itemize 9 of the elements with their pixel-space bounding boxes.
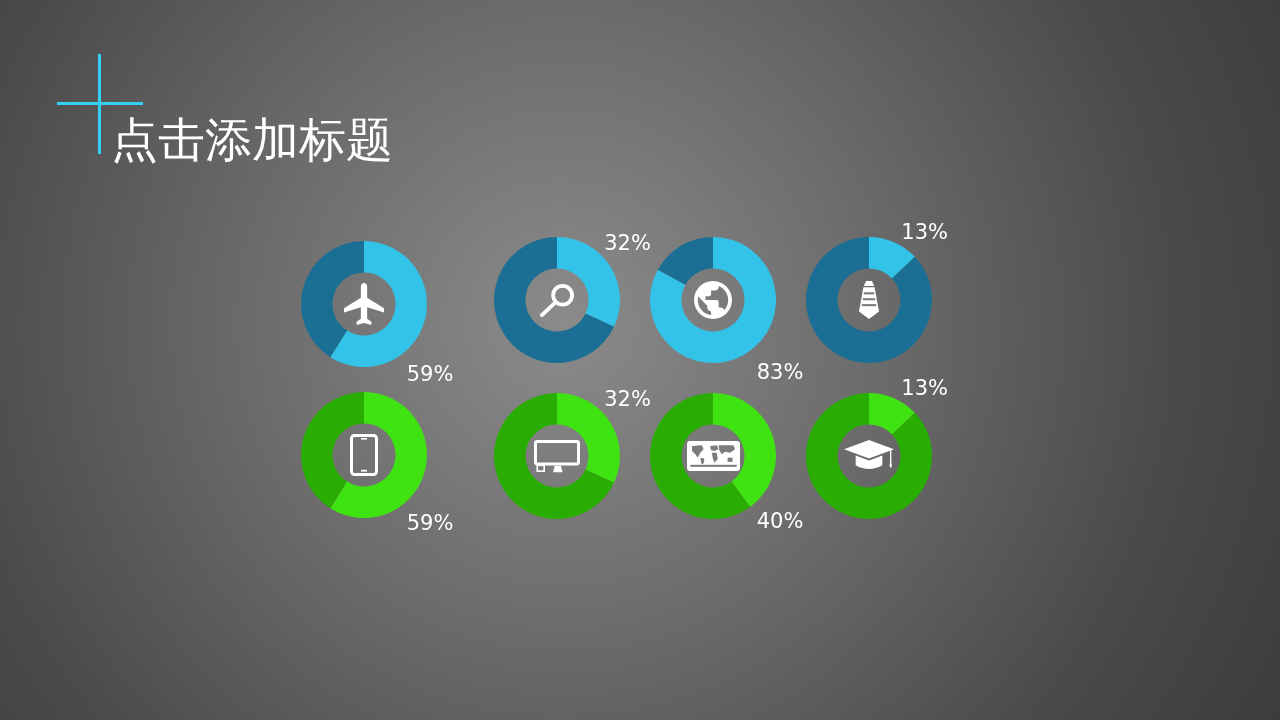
data-label: 13% [901, 375, 948, 400]
data-label: 59% [406, 362, 454, 387]
data-label: 32% [604, 230, 651, 255]
text: 点击添加标题 [111, 113, 393, 168]
data-label: 40% [756, 509, 804, 534]
data-label: 13% [901, 219, 948, 244]
data-label: 32% [604, 386, 651, 411]
data-label: 83% [756, 360, 804, 385]
data-label: 59% [406, 511, 454, 536]
